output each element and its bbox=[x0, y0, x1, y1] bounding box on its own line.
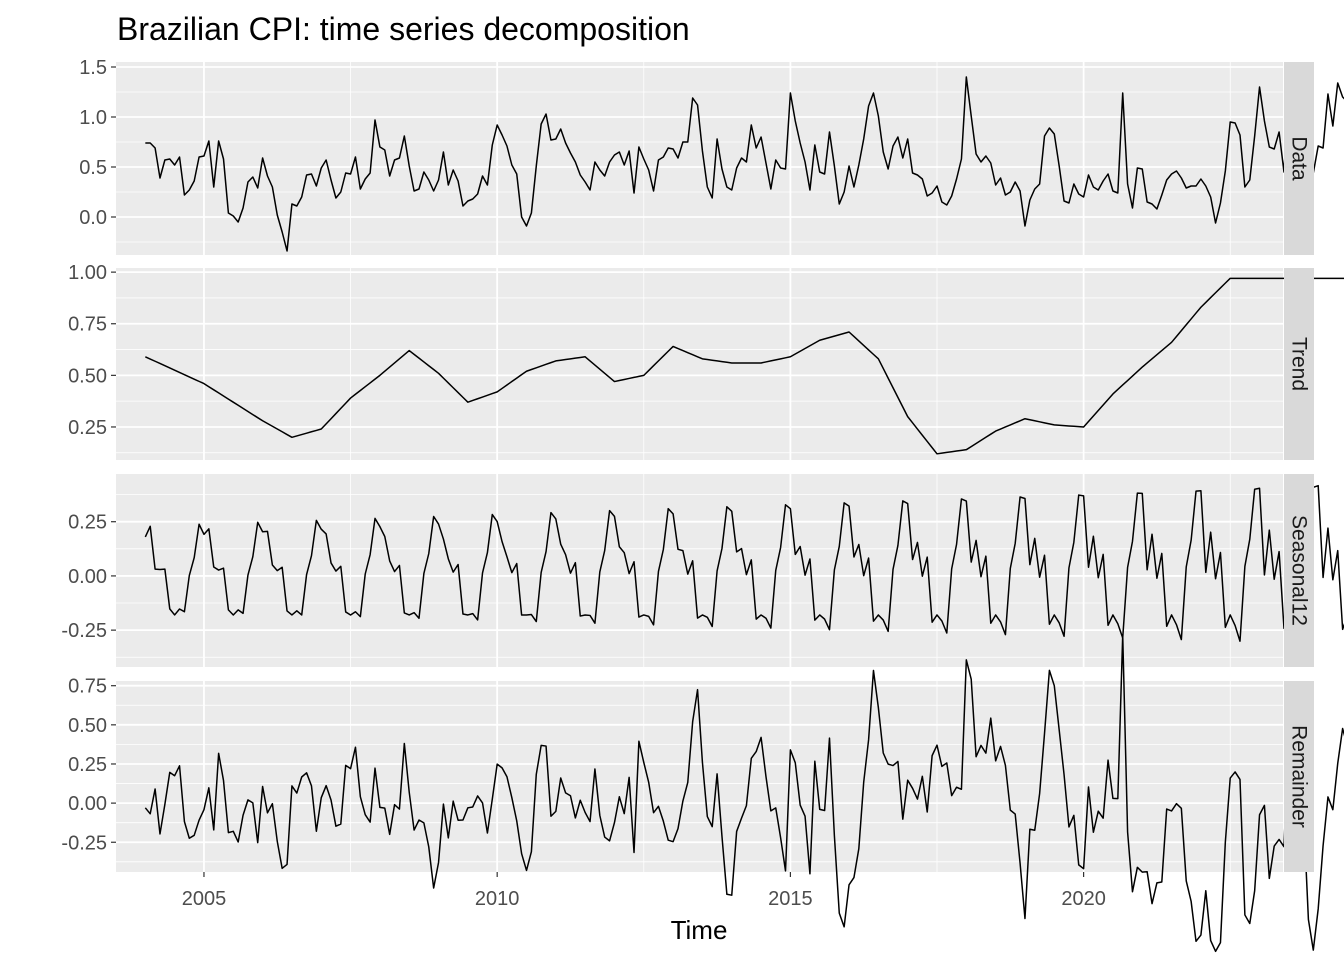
y-tick-label: 0.75 bbox=[68, 676, 107, 698]
facet-strip-label: Trend bbox=[1288, 337, 1311, 391]
facet-strip-label: Remainder bbox=[1288, 725, 1311, 828]
y-tick-label: 1.0 bbox=[79, 107, 107, 129]
facet-strip bbox=[1284, 681, 1314, 872]
x-tick-label: 2015 bbox=[768, 888, 813, 910]
y-tick-label: 0.50 bbox=[68, 365, 107, 387]
x-axis-title: Time bbox=[671, 915, 728, 945]
y-tick-label: 1.00 bbox=[68, 262, 107, 284]
panels: 0.0 0.5 1.0 1.5 Data 0.25 0.50 0.75 1.00 Trend -0.… bbox=[61, 57, 1344, 953]
series-line-trend bbox=[145, 277, 1344, 455]
chart-title: Brazilian CPI: time series decomposition bbox=[117, 11, 690, 47]
y-tick-label: 0.25 bbox=[68, 512, 107, 534]
y-tick-label: -0.25 bbox=[61, 832, 107, 854]
y-tick-label: 0.75 bbox=[68, 314, 107, 336]
panel-background bbox=[116, 268, 1283, 460]
y-tick-label: 0.25 bbox=[68, 417, 107, 439]
y-tick-label: 0.0 bbox=[79, 207, 107, 229]
x-tick-label: 2010 bbox=[475, 888, 520, 910]
facet-strip-label: Data bbox=[1288, 136, 1311, 181]
facet-strip bbox=[1284, 62, 1314, 255]
y-tick-label: 0.00 bbox=[68, 566, 107, 588]
y-tick-label: 0.50 bbox=[68, 715, 107, 737]
panel-remainder: -0.25 0.00 0.25 0.50 0.75 Remainder bbox=[61, 634, 1344, 953]
panel-trend: 0.25 0.50 0.75 1.00 Trend bbox=[68, 262, 1344, 460]
series-line-seasonal12 bbox=[144, 484, 1344, 644]
facet-strip bbox=[1284, 268, 1314, 460]
series-line-data bbox=[145, 76, 1344, 252]
series-line-remainder bbox=[144, 634, 1344, 953]
panel-seasonal12: -0.25 0.00 0.25 Seasonal12 bbox=[61, 474, 1344, 667]
facet-strip bbox=[1284, 474, 1314, 667]
x-tick-label: 2005 bbox=[182, 888, 227, 910]
y-tick-label: -0.25 bbox=[61, 620, 107, 642]
panel-data: 0.0 0.5 1.0 1.5 Data bbox=[79, 57, 1344, 255]
panel-background bbox=[116, 62, 1283, 255]
x-tick-label: 2020 bbox=[1061, 888, 1106, 910]
facet-strip-label: Seasonal12 bbox=[1288, 515, 1311, 626]
y-tick-label: 0.00 bbox=[68, 793, 107, 815]
y-tick-label: 0.5 bbox=[79, 157, 107, 179]
y-tick-label: 0.25 bbox=[68, 754, 107, 776]
panel-background bbox=[116, 474, 1283, 667]
y-tick-label: 1.5 bbox=[79, 57, 107, 79]
x-axis: 2005 2010 2015 2020 bbox=[182, 872, 1106, 910]
